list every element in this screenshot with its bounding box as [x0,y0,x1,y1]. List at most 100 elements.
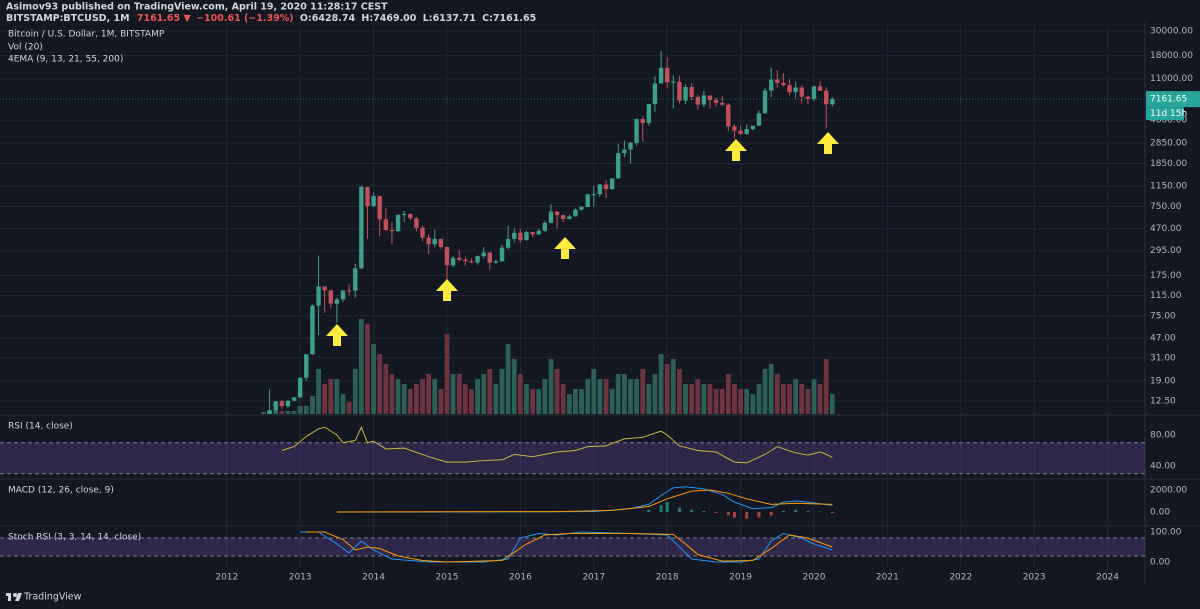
y-tick-label: 30000.00 [1150,27,1193,37]
candle-body [585,194,590,207]
volume-bar [725,374,731,414]
last: 7161.65 [137,13,180,24]
last-price-box [1146,91,1200,108]
candle-body [609,178,615,190]
volume-bar [499,369,505,414]
y-tick-label: 1850.00 [1150,159,1187,169]
volume-bar [456,374,462,414]
volume-bar [799,384,805,414]
volume-bar [493,384,499,414]
last-price-label: 7161.65 [1150,95,1187,105]
volume-bar [365,324,370,414]
volume-bar [701,384,707,414]
histogram-bar [781,510,785,513]
countdown-label: 11d 15h [1150,109,1187,119]
volume-bar [469,389,474,414]
candle-body [316,286,321,306]
y-tick-label: 2000.00 [1150,486,1187,496]
candle-body [548,211,554,223]
candle-body [542,222,548,231]
y-tick-label: 0.00 [1150,508,1170,518]
y-tick-label: 31.00 [1150,353,1176,363]
candle-body [732,126,737,131]
arrow-annotation [326,324,348,346]
brand[interactable]: TradingView [23,592,82,603]
candle-body [768,79,774,91]
candle-body [756,113,762,126]
y-tick-label: 18000.00 [1150,51,1193,61]
candle-body [359,186,364,269]
histogram-bar [647,509,651,513]
volume-bar [713,389,719,414]
x-tick-label: 2024 [1096,573,1119,583]
volume-bar [597,379,603,414]
histogram-bar [757,512,761,518]
volume-bar [579,389,584,414]
y-tick-label: 470.00 [1150,224,1182,234]
candle-body [811,86,817,99]
candle-body [273,401,278,411]
volume-bar [475,379,480,414]
high: H:7469.00 [361,13,416,24]
candle-body [518,232,523,241]
candle-body [420,227,425,238]
volume-bar [450,374,456,414]
candle-body [775,79,780,83]
volume-bar [438,389,444,414]
x-tick-label: 2017 [582,573,605,583]
axes: 2012 2013 2014 2015 2016 2017 2018 2019 2020 2021… [8,27,1200,583]
x-tick-label: 2023 [1023,573,1046,583]
candle-body [493,261,499,263]
candle-body [481,252,486,257]
volume-bar [774,374,780,414]
histogram-bar [677,507,681,513]
arrow: ▼ [183,13,191,24]
volume-bar [732,384,737,414]
volume-bar [481,374,487,414]
candle-body [414,218,419,228]
candle-body [487,252,492,263]
indicator-line [306,531,833,563]
arrow-annotation [436,279,458,301]
x-tick-label: 2013 [289,573,312,583]
volume-bar [670,359,676,414]
candle-body [646,104,652,123]
volume-bar [383,364,389,414]
y-tick-label: 80.00 [1150,430,1176,440]
candle-body [671,81,676,83]
volume-bar [511,359,517,414]
logo-part [13,593,17,597]
histogram-bar [745,512,749,519]
volume-bar [462,384,468,414]
candle-body [603,184,609,190]
volume-bar [401,384,407,414]
volume-bar [609,389,615,414]
volume-bar [322,384,328,414]
candle-body [689,87,694,98]
candle-body [438,238,444,247]
candle-body [530,232,535,235]
y-tick-label: 19.00 [1150,377,1176,387]
volume-bar [621,374,627,414]
volume-bar [346,402,352,414]
volume-bar [328,379,334,414]
volume-bar [297,406,303,414]
x-tick-label: 2012 [215,573,238,583]
candle-body [762,90,768,114]
y-tick-label: 0.00 [1150,558,1170,568]
symbol-line: BITSTAMP:BTCUSD, 1M 7161.65 ▼ −100.61 (−… [6,13,536,24]
volume-bar [780,384,786,414]
candle-body [285,400,291,407]
candle-body [787,85,792,93]
candle-body [469,261,474,263]
volume-bar [603,379,609,414]
candle-body [713,100,719,103]
x-tick-label: 2018 [656,573,679,583]
volume-bar [719,389,725,414]
candle-body [291,397,297,401]
candle-body [383,219,389,230]
candle-body [408,213,413,219]
x-tick-label: 2020 [803,573,826,583]
candle-body [738,130,743,134]
